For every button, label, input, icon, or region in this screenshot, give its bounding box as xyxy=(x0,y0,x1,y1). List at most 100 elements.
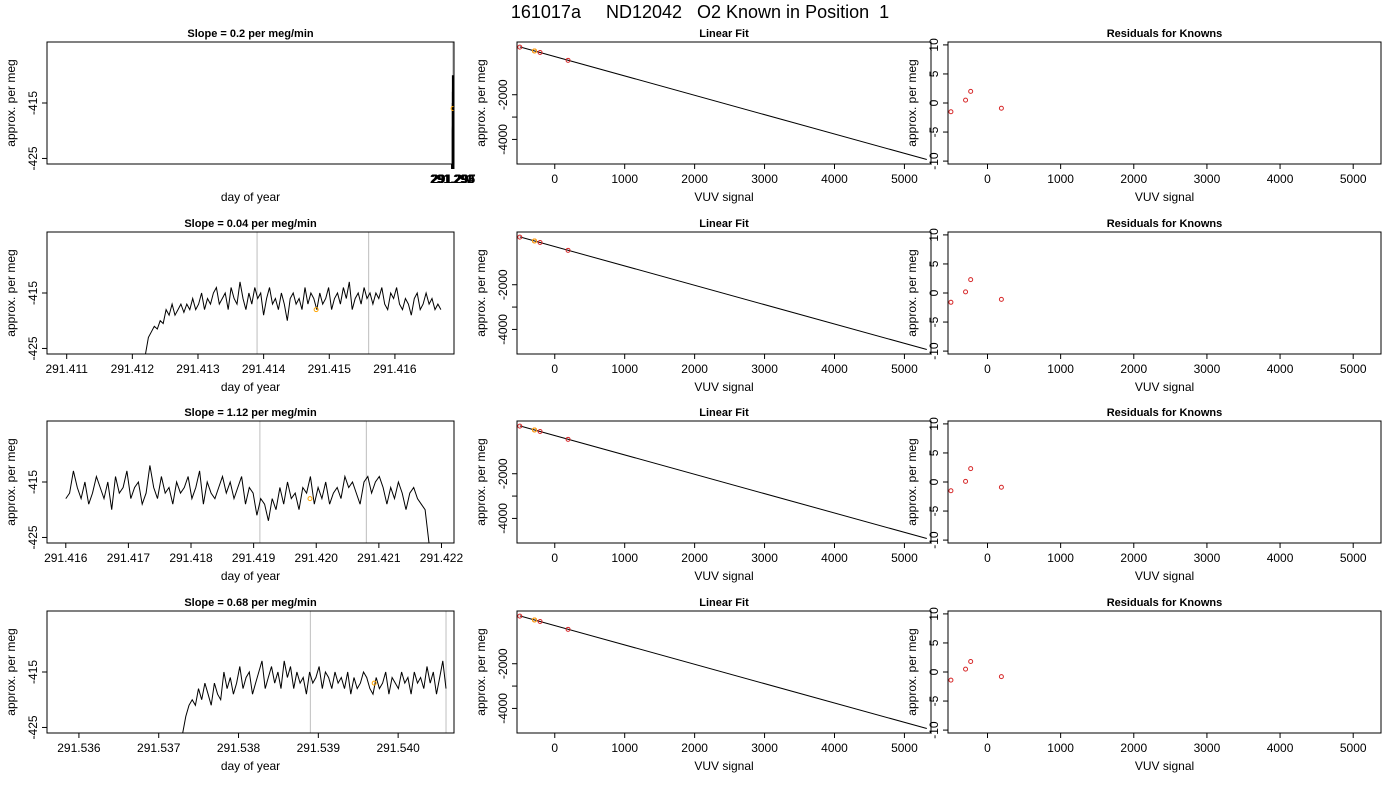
panel-title: Slope = 0.04 per meg/min xyxy=(184,218,317,230)
data-point xyxy=(963,97,969,103)
x-tick-label: 3000 xyxy=(751,551,778,565)
panel-10: Slope = 0.68 per meg/min 291.536 291.537 29… xyxy=(4,597,455,773)
data-point xyxy=(537,240,543,246)
x-tick-label: 291.293 xyxy=(431,172,475,186)
x-tick-label: 291.538 xyxy=(217,741,261,755)
panel-data xyxy=(517,423,927,540)
plot-frame xyxy=(46,41,455,165)
y-tick-label: 5 xyxy=(927,449,941,456)
data-point xyxy=(948,109,954,115)
panel-data xyxy=(948,277,1004,305)
plot-frame xyxy=(947,41,1382,165)
data-point xyxy=(565,626,571,632)
x-tick-label: 291.537 xyxy=(137,741,181,755)
panel-title: Linear Fit xyxy=(699,28,749,40)
y-axis-label: approx. per meg xyxy=(474,59,488,146)
x-tick-label: 2000 xyxy=(1120,362,1147,376)
y-axis-label: approx. per meg xyxy=(905,59,919,146)
y-tick-label: -5 xyxy=(927,695,941,706)
panel-5: Linear Fit 0 1000 2000 3000 4000 5000 -4000 -200… xyxy=(474,218,932,394)
x-axis-label: VUV signal xyxy=(694,380,753,394)
y-axis-label: approx. per meg xyxy=(474,249,488,336)
x-tick-label: 291.297 xyxy=(432,172,476,186)
y-tick-label: 0 xyxy=(927,289,941,296)
y-tick-label: -4000 xyxy=(496,314,510,345)
x-tick-label: 291.296 xyxy=(432,172,476,186)
x-tick-label: 291.418 xyxy=(169,551,213,565)
x-tick-label: 4000 xyxy=(821,551,848,565)
x-tick-label: 1000 xyxy=(611,741,638,755)
y-tick-label: -415 xyxy=(26,470,40,494)
panel-title: Linear Fit xyxy=(699,597,749,609)
panel-1: Slope = 0.2 per meg/min 291.291291.292291… xyxy=(4,28,476,204)
x-axis-label: VUV signal xyxy=(1135,569,1194,583)
x-tick-label: 291.411 xyxy=(45,362,88,376)
panel-3: Residuals for Knowns 0 1000 2000 3000 4000 500… xyxy=(905,28,1382,204)
panel-title: Linear Fit xyxy=(699,218,749,230)
y-tick-label: -2000 xyxy=(496,458,510,489)
x-tick-label: 5000 xyxy=(1340,551,1367,565)
x-tick-label: 0 xyxy=(984,741,991,755)
y-tick-label: -2000 xyxy=(496,79,510,110)
x-tick-label: 291.421 xyxy=(357,551,401,565)
x-tick-label: 4000 xyxy=(1267,362,1294,376)
orange-marker xyxy=(313,307,319,313)
x-tick-label: 4000 xyxy=(1267,551,1294,565)
y-axis-label: approx. per meg xyxy=(905,438,919,525)
data-point xyxy=(537,619,543,625)
x-axis-label: VUV signal xyxy=(694,190,753,204)
x-axis-label: VUV signal xyxy=(1135,190,1194,204)
data-point xyxy=(968,88,974,94)
x-axis-label: VUV signal xyxy=(694,759,753,773)
y-tick-label: 10 xyxy=(927,38,941,52)
y-tick-label: -415 xyxy=(26,91,40,115)
x-tick-label: 291.412 xyxy=(111,362,155,376)
panel-6: Residuals for Knowns 0 1000 2000 3000 4000 500… xyxy=(905,218,1382,394)
y-tick-label: 5 xyxy=(927,70,941,77)
x-axis-label: VUV signal xyxy=(1135,759,1194,773)
x-tick-label: 5000 xyxy=(891,741,918,755)
panel-data xyxy=(145,232,442,354)
data-point xyxy=(948,488,954,494)
x-tick-label: 5000 xyxy=(1340,172,1367,186)
x-tick-label: 1000 xyxy=(1047,362,1074,376)
panel-data xyxy=(948,466,1004,494)
x-tick-label: 4000 xyxy=(821,741,848,755)
panel-title: Residuals for Knowns xyxy=(1107,218,1223,230)
data-point xyxy=(565,57,571,63)
x-tick-label: 2000 xyxy=(681,362,708,376)
y-tick-label: -4000 xyxy=(496,124,510,155)
x-tick-label: 291.414 xyxy=(242,362,286,376)
data-point xyxy=(963,478,969,484)
y-tick-label: -10 xyxy=(927,152,941,170)
x-tick-label: 4000 xyxy=(821,172,848,186)
panel-title: Slope = 0.2 per meg/min xyxy=(187,28,314,40)
panel-title: Residuals for Knowns xyxy=(1107,28,1223,40)
data-point xyxy=(565,247,571,253)
data-point xyxy=(998,484,1004,490)
y-axis-label: approx. per meg xyxy=(905,249,919,336)
data-point xyxy=(968,659,974,665)
data-point xyxy=(963,666,969,672)
plot-frame xyxy=(516,231,932,355)
x-tick-label: 2000 xyxy=(681,741,708,755)
x-tick-label: 291.295 xyxy=(431,172,475,186)
x-tick-label: 5000 xyxy=(891,362,918,376)
y-tick-label: 5 xyxy=(927,639,941,646)
y-tick-label: -5 xyxy=(927,316,941,327)
series-line xyxy=(65,465,430,543)
x-tick-label: 1000 xyxy=(611,172,638,186)
x-tick-label: 3000 xyxy=(751,741,778,755)
highlight-point xyxy=(531,48,537,54)
y-axis-label: approx. per meg xyxy=(4,438,18,525)
y-tick-label: 0 xyxy=(927,668,941,675)
x-tick-label: 291.540 xyxy=(376,741,420,755)
x-tick-label: 1000 xyxy=(1047,172,1074,186)
x-tick-label: 3000 xyxy=(1194,741,1221,755)
y-tick-label: -425 xyxy=(26,715,40,739)
panel-12: Residuals for Knowns 0 1000 2000 3000 4000 500… xyxy=(905,597,1382,773)
orange-marker xyxy=(307,496,313,502)
panel-4: Slope = 0.04 per meg/min 291.411 291.412 29… xyxy=(4,218,455,394)
x-tick-label: 5000 xyxy=(1340,741,1367,755)
